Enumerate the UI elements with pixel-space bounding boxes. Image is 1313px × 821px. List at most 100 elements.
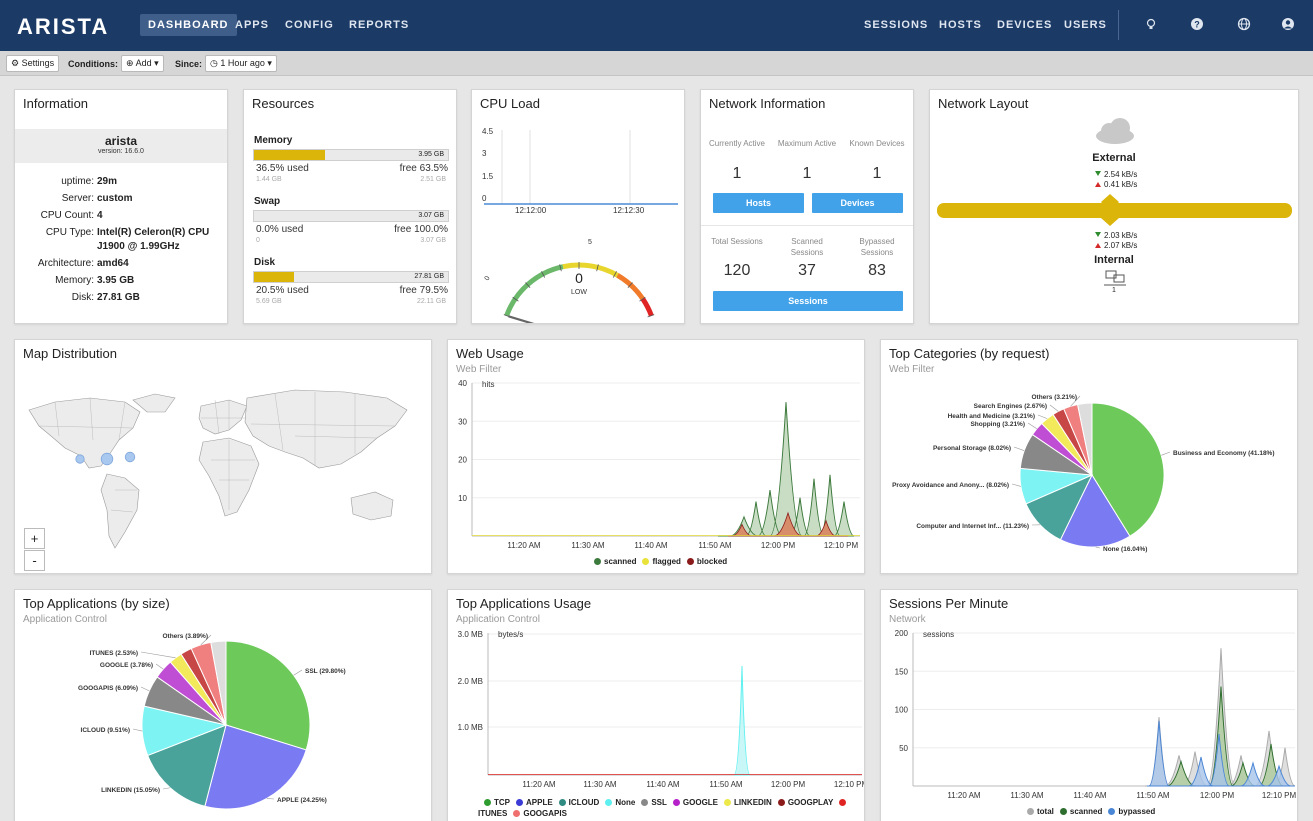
legend-item[interactable]: SSL	[651, 798, 667, 807]
info-row: CPU Type: Intel(R) Celeron(R) CPU J1900 @…	[45, 227, 210, 252]
legend-item[interactable]: total	[1037, 807, 1054, 816]
stat-label: Total Sessions	[711, 237, 763, 246]
resource-label: Disk	[254, 257, 276, 268]
sessions-legend: total scanned bypassed	[1021, 807, 1155, 816]
pie-leader-line	[1013, 446, 1025, 451]
legend-item[interactable]: None	[615, 798, 636, 807]
legend-item[interactable]: GOOGPLAY	[787, 798, 834, 807]
settings-button[interactable]: ⚙ Settings	[6, 55, 60, 72]
help-icon[interactable]: ?	[1190, 17, 1204, 31]
x-tick-label: 11:50 AM	[1136, 791, 1170, 800]
pie-leader-line	[1037, 414, 1048, 419]
cpu-ytick: 3	[482, 149, 487, 158]
legend-item[interactable]: GOOGAPIS	[523, 809, 567, 818]
world-map[interactable]	[15, 340, 432, 574]
download-arrow-icon	[1095, 171, 1101, 176]
panel-title: Web Usage	[456, 346, 524, 361]
pie-slice[interactable]	[204, 724, 307, 810]
resource-used-size: 5.69 GB	[256, 298, 282, 305]
cpu-chart: 4.5 3 1.5 0 12:12:00 12:12:30 0 LOW 0 5	[482, 127, 678, 323]
map-marker[interactable]	[124, 451, 136, 463]
pie-slice[interactable]	[1091, 402, 1165, 537]
map-marker[interactable]	[100, 452, 114, 466]
nav-users[interactable]: USERS	[1064, 19, 1107, 31]
globe-icon[interactable]	[1237, 17, 1251, 31]
caret-down-icon: ▾	[154, 58, 159, 68]
sessions-button[interactable]: Sessions	[713, 291, 903, 311]
zoom-in-button[interactable]: +	[24, 528, 45, 549]
pie-leader-line	[155, 663, 164, 670]
nav-dashboard[interactable]: DASHBOARD	[140, 14, 237, 36]
legend-item[interactable]: GOOGLE	[682, 798, 719, 807]
legend-item[interactable]: TCP	[494, 798, 510, 807]
legend-item[interactable]: LINKEDIN	[734, 798, 772, 807]
panel-title: Map Distribution	[23, 346, 117, 361]
legend-marker	[594, 558, 601, 565]
resource-label: Swap	[254, 196, 281, 207]
series-scanned-area	[718, 402, 855, 537]
resource-free-pct: free 63.5%	[399, 163, 448, 174]
legend-marker	[484, 799, 491, 806]
resource-free-pct: free 100.0%	[394, 224, 448, 235]
web-usage-legend: scanned flagged blocked	[588, 557, 727, 566]
x-tick-label: 11:40 AM	[1073, 791, 1107, 800]
pie-slice[interactable]	[225, 640, 311, 751]
pie-leader-line	[1049, 404, 1059, 412]
network-information-panel: Network Information Currently Active Max…	[700, 89, 914, 324]
pie-leader-line	[132, 728, 143, 732]
y-unit-label: hits	[482, 380, 494, 389]
zoom-out-button[interactable]: -	[24, 550, 45, 571]
nav-reports[interactable]: REPORTS	[349, 19, 410, 31]
legend-item[interactable]: bypassed	[1118, 807, 1156, 816]
gauge-tick	[612, 271, 617, 278]
nav-apps[interactable]: APPS	[235, 19, 269, 31]
panel-title: Top Applications (by size)	[23, 596, 170, 611]
pie-label: Proxy Avoidance and Anony... (8.02%)	[892, 482, 1009, 489]
top-navbar: ARISTA DASHBOARD APPS CONFIG REPORTS SES…	[0, 0, 1313, 51]
y-tick-label: 150	[895, 667, 909, 676]
pie-slice[interactable]	[1059, 473, 1131, 548]
arista-logo[interactable]: ARISTA	[17, 14, 110, 39]
legend-item[interactable]: flagged	[652, 557, 681, 566]
legend-marker	[605, 799, 613, 806]
since-label: Since:	[175, 59, 203, 69]
lightbulb-icon[interactable]	[1144, 17, 1158, 31]
pie-slice[interactable]	[147, 724, 227, 807]
external-label: External	[1092, 152, 1136, 164]
panel-subtitle: Web Filter	[889, 364, 935, 375]
nav-devices[interactable]: DEVICES	[997, 19, 1053, 31]
nav-hosts[interactable]: HOSTS	[939, 19, 982, 31]
internal-upload-rate: 2.07 kB/s	[1104, 241, 1138, 250]
resource-used-pct: 0.0% used	[256, 224, 304, 235]
gauge-tick	[559, 264, 562, 272]
pie-slice[interactable]	[1076, 402, 1093, 476]
y-tick-label: 1.0 MB	[458, 723, 483, 732]
legend-item[interactable]: scanned	[604, 557, 637, 566]
pie-label: APPLE (24.25%)	[277, 797, 327, 804]
devices-button[interactable]: Devices	[812, 193, 903, 213]
north-america-shape	[28, 397, 141, 469]
pie-slice[interactable]	[210, 640, 227, 726]
europe-shape	[198, 399, 248, 435]
series-blocked-area	[728, 511, 848, 537]
legend-item[interactable]: ICLOUD	[568, 798, 600, 807]
legend-item[interactable]: APPLE	[526, 798, 553, 807]
nav-config[interactable]: CONFIG	[285, 19, 334, 31]
nav-sessions[interactable]: SESSIONS	[864, 19, 929, 31]
hostname: arista	[104, 134, 138, 148]
legend-item[interactable]: blocked	[696, 557, 728, 566]
legend-item[interactable]: scanned	[1069, 807, 1103, 816]
since-dropdown[interactable]: ◷ 1 Hour ago ▾	[205, 55, 277, 72]
gauge-band	[616, 273, 645, 301]
add-condition-button[interactable]: ⊕ Add ▾	[121, 55, 164, 72]
resource-used-size: 0	[256, 237, 260, 244]
panel-title: Network Information	[709, 96, 826, 111]
information-panel: Information arista version: 16.6.0 uptim…	[14, 89, 228, 324]
top-categories-panel: Top Categories (by request) Web Filter B…	[880, 339, 1298, 574]
map-marker[interactable]	[75, 454, 85, 464]
panel-title: Resources	[252, 96, 315, 111]
pie-label: Computer and Internet Inf... (11.23%)	[916, 523, 1029, 530]
hosts-button[interactable]: Hosts	[713, 193, 804, 213]
user-icon[interactable]	[1281, 17, 1295, 31]
legend-item[interactable]: ITUNES	[478, 809, 508, 818]
